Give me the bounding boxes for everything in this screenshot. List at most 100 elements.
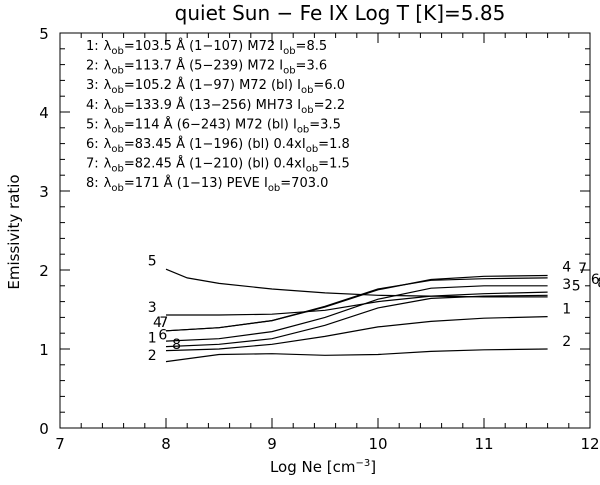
legend-entry-part: λ (104, 39, 112, 54)
y-tick-label: 5 (39, 25, 49, 43)
legend-entry-part: λ (104, 78, 112, 93)
series-line-7 (165, 277, 548, 332)
legend-entry: 8: λob=171 Å (1−13) PEVE Iob=703.0 (86, 175, 328, 194)
series-label: 2 (148, 348, 157, 364)
legend-entry-part: 2: (86, 59, 99, 74)
series-label: 3 (562, 277, 571, 293)
x-axis-label-unit-exponent: −3 (355, 458, 370, 469)
legend-entry-part: 5: (86, 117, 99, 132)
legend-entry-part: 6: (86, 137, 99, 152)
legend-entry: 7: λob=82.45 Å (1−210) (bl) 0.4xIob=1.5 (86, 156, 350, 175)
x-axis-label-end: ] (370, 458, 376, 476)
legend-entry-part: 8: (86, 176, 99, 191)
series-label: 8 (597, 275, 600, 291)
series-label: 7 (159, 315, 168, 331)
series-line-2 (165, 348, 548, 363)
legend-entry: 6: λob=83.45 Å (1−196) (bl) 0.4xIob=1.8 (86, 136, 350, 155)
series-label: 6 (591, 272, 600, 288)
legend-entry-part: ob (111, 144, 123, 155)
y-tick-label: 0 (39, 420, 49, 438)
legend-entry-part: =114 Å (6−243) M72 (bl) I (124, 116, 297, 132)
legend-entry-part: λ (104, 59, 112, 74)
legend-entry-part: λ (104, 117, 112, 132)
legend-entry-part: =2.2 (314, 98, 346, 113)
legend-entry-part: =1.8 (318, 137, 350, 152)
y-tick-label: 3 (39, 183, 49, 201)
series-line-3 (166, 291, 548, 316)
series-label: 5 (148, 253, 157, 269)
legend-entry-part: =8.5 (296, 39, 328, 54)
x-axis-label-main: Log Ne [cm (270, 458, 356, 476)
legend-entry-part: =3.5 (309, 117, 341, 132)
x-tick-label: 8 (161, 435, 171, 453)
legend-entry-part: ob (111, 85, 123, 96)
legend-entry-part: 1: (86, 39, 99, 54)
legend-entry-part: =133.9 Å (13−256) MH73 I (124, 97, 301, 113)
legend-entry-part: =6.0 (313, 78, 345, 93)
series-line-6 (165, 285, 548, 342)
legend-entry-part: =3.6 (296, 59, 328, 74)
legend-entry: 1: λob=103.5 Å (1−107) M72 Iob=8.5 (86, 38, 327, 57)
legend-entry-part: =83.45 Å (1−196) (bl) 0.4xI (124, 136, 306, 152)
legend-entry-part: ob (301, 85, 313, 96)
legend-entry-part: λ (104, 176, 112, 191)
legend-entry-part: =82.45 Å (1−210) (bl) 0.4xI (124, 156, 306, 172)
series-line-8 (165, 294, 548, 348)
legend-entry-part: λ (104, 137, 112, 152)
series-label: 5 (572, 279, 581, 295)
legend-entry-part: λ (104, 157, 112, 172)
legend-entry: 5: λob=114 Å (6−243) M72 (bl) Iob=3.5 (86, 116, 341, 135)
x-tick-label: 10 (368, 435, 387, 453)
series-label: 6 (158, 328, 167, 344)
legend-entry-part: =171 Å (1−13) PEVE I (124, 175, 268, 191)
legend-entry-part: ob (111, 183, 123, 194)
x-tick-label: 7 (55, 435, 65, 453)
y-tick-label: 1 (39, 341, 49, 359)
legend-entry-part: =105.2 Å (1−97) M72 (bl) I (124, 77, 301, 93)
legend-entry-part: ob (111, 105, 123, 116)
x-tick-label: 9 (267, 435, 277, 453)
series-label: 4 (562, 260, 571, 276)
series-label: 7 (578, 261, 587, 277)
legend-entry-part: =1.5 (318, 157, 350, 172)
legend-entry-part: ob (306, 164, 318, 175)
series-label: 8 (172, 337, 181, 353)
y-tick-label: 2 (39, 262, 49, 280)
legend-entry-part: =703.0 (280, 176, 328, 191)
legend-entry-part: ob (297, 124, 309, 135)
legend-entry-part: ob (268, 183, 280, 194)
series-label: 3 (148, 300, 157, 316)
chart-legend: 1: λob=103.5 Å (1−107) M72 Iob=8.52: λob=1… (86, 38, 350, 194)
series-end-labels: 5347168247683512 (148, 253, 600, 364)
legend-entry-part: 3: (86, 78, 99, 93)
legend-entry: 3: λob=105.2 Å (1−97) M72 (bl) Iob=6.0 (86, 77, 345, 96)
plot-frame (59, 32, 591, 429)
legend-entry-part: ob (111, 164, 123, 175)
y-tick-label: 4 (39, 104, 49, 122)
legend-entry-part: ob (283, 46, 295, 57)
series-label: 2 (562, 334, 571, 350)
series-label: 1 (148, 331, 157, 347)
y-axis-label: Emissivity ratio (5, 174, 23, 289)
legend-entry-part: =113.7 Å (5−239) M72 I (124, 58, 283, 74)
legend-entry: 2: λob=113.7 Å (5−239) M72 Iob=3.6 (86, 58, 327, 77)
legend-entry-part: ob (111, 124, 123, 135)
x-tick-label: 12 (580, 435, 599, 453)
series-label: 1 (562, 301, 571, 317)
series-line-5 (165, 268, 548, 298)
chart-title: quiet Sun − Fe IX Log T [K]=5.85 (175, 1, 506, 25)
legend-entry-part: ob (111, 46, 123, 57)
legend-entry-part: ob (283, 66, 295, 77)
series-lines (165, 268, 548, 363)
legend-entry-part: λ (104, 98, 112, 113)
legend-entry-part: 4: (86, 98, 99, 113)
legend-entry-part: ob (111, 66, 123, 77)
legend-entry-part: 7: (86, 157, 99, 172)
legend-entry-part: =103.5 Å (1−107) M72 I (124, 38, 283, 54)
legend-entry-part: ob (301, 105, 313, 116)
series-label: 4 (153, 315, 162, 331)
x-axis-label: Log Ne [cm−3] (270, 458, 376, 476)
legend-entry: 4: λob=133.9 Å (13−256) MH73 Iob=2.2 (86, 97, 345, 116)
